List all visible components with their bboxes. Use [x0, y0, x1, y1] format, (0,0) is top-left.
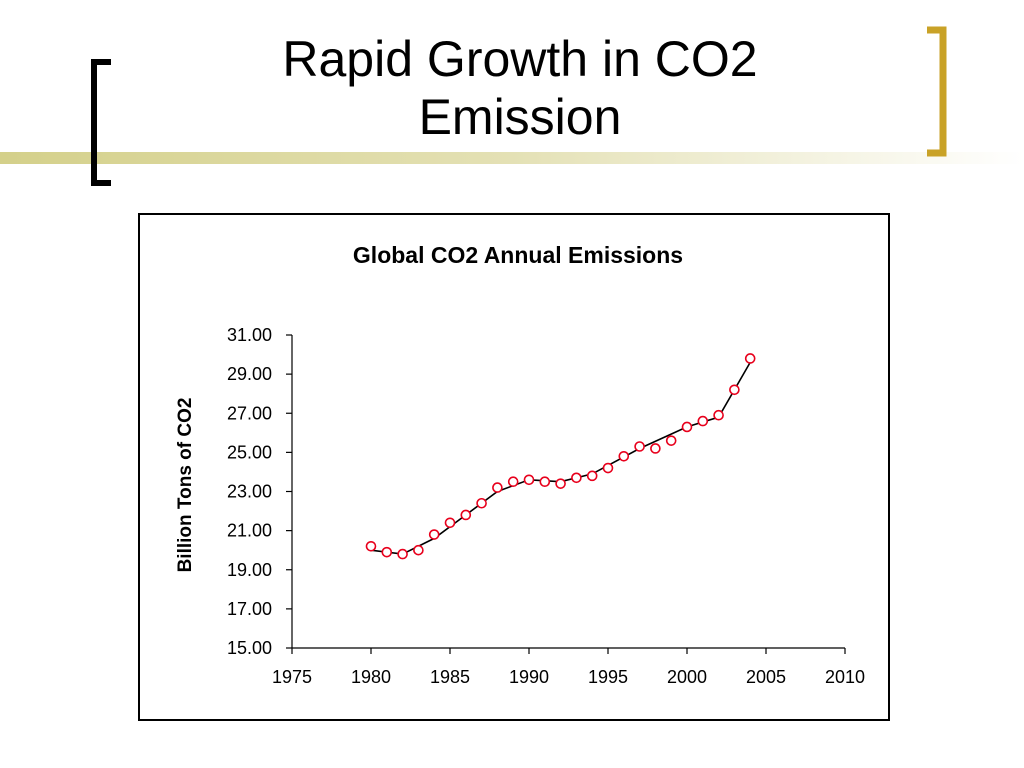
data-point: [665, 435, 677, 446]
x-tick-label: 1990: [509, 667, 549, 687]
y-tick-label: 25.00: [227, 442, 272, 462]
x-tick-label: 1995: [588, 667, 628, 687]
y-tick-label: 27.00: [227, 403, 272, 423]
x-tick-label: 1980: [351, 667, 391, 687]
slide-title: Rapid Growth in CO2 Emission: [180, 30, 860, 146]
co2-chart: Global CO2 Annual Emissions Billion Tons…: [175, 242, 865, 687]
data-point: [413, 544, 424, 556]
data-point: [365, 540, 377, 552]
y-tick-label: 23.00: [227, 482, 272, 502]
data-point: [397, 548, 408, 560]
data-point: [507, 476, 519, 488]
y-tick-label: 29.00: [227, 364, 272, 384]
chart-frame: Global CO2 Annual Emissions Billion Tons…: [138, 213, 890, 721]
slide-title-line1: Rapid Growth in CO2: [282, 31, 758, 87]
y-axis-title: Billion Tons of CO2: [175, 398, 196, 573]
data-point: [555, 478, 566, 489]
y-tick-label: 19.00: [227, 560, 272, 580]
data-point: [444, 517, 456, 529]
left-bracket: [91, 59, 111, 186]
y-tick-label: 21.00: [227, 521, 272, 541]
data-point: [650, 443, 661, 454]
data-point: [586, 470, 598, 482]
data-point: [602, 462, 614, 474]
x-tick-label: 1975: [272, 667, 312, 687]
data-point: [428, 529, 440, 540]
x-tick-label: 1985: [430, 667, 470, 687]
data-point: [381, 546, 393, 558]
x-tick-label: 2000: [667, 667, 707, 687]
series-line: [370, 362, 751, 555]
data-point: [460, 509, 472, 521]
slide-title-line2: Emission: [418, 89, 622, 145]
data-point: [634, 441, 645, 452]
y-tick-label: 17.00: [227, 599, 272, 619]
data-point: [571, 472, 582, 484]
y-tick-label: 31.00: [227, 325, 272, 345]
data-point: [523, 474, 535, 486]
title-underline-bar: [0, 152, 1024, 164]
data-point: [476, 497, 487, 509]
chart-title: Global CO2 Annual Emissions: [353, 242, 683, 268]
data-point: [697, 415, 709, 427]
data-point: [713, 409, 724, 421]
x-tick-label: 2005: [746, 667, 786, 687]
data-point: [744, 353, 756, 364]
data-point: [729, 384, 740, 396]
data-point: [618, 450, 630, 462]
data-point: [681, 421, 693, 433]
x-tick-label: 2010: [825, 667, 865, 687]
right-bracket: [927, 26, 947, 157]
data-point: [492, 482, 503, 493]
y-tick-label: 15.00: [227, 638, 272, 658]
data-point: [539, 476, 551, 488]
